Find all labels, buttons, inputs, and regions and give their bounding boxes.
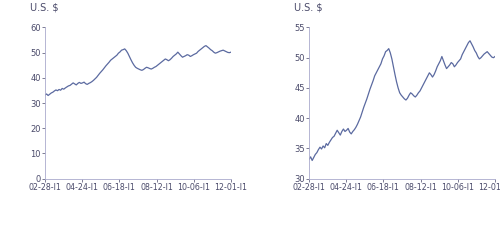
Text: U.S. $: U.S. $ [30, 2, 58, 12]
Text: U.S. $: U.S. $ [294, 2, 322, 12]
